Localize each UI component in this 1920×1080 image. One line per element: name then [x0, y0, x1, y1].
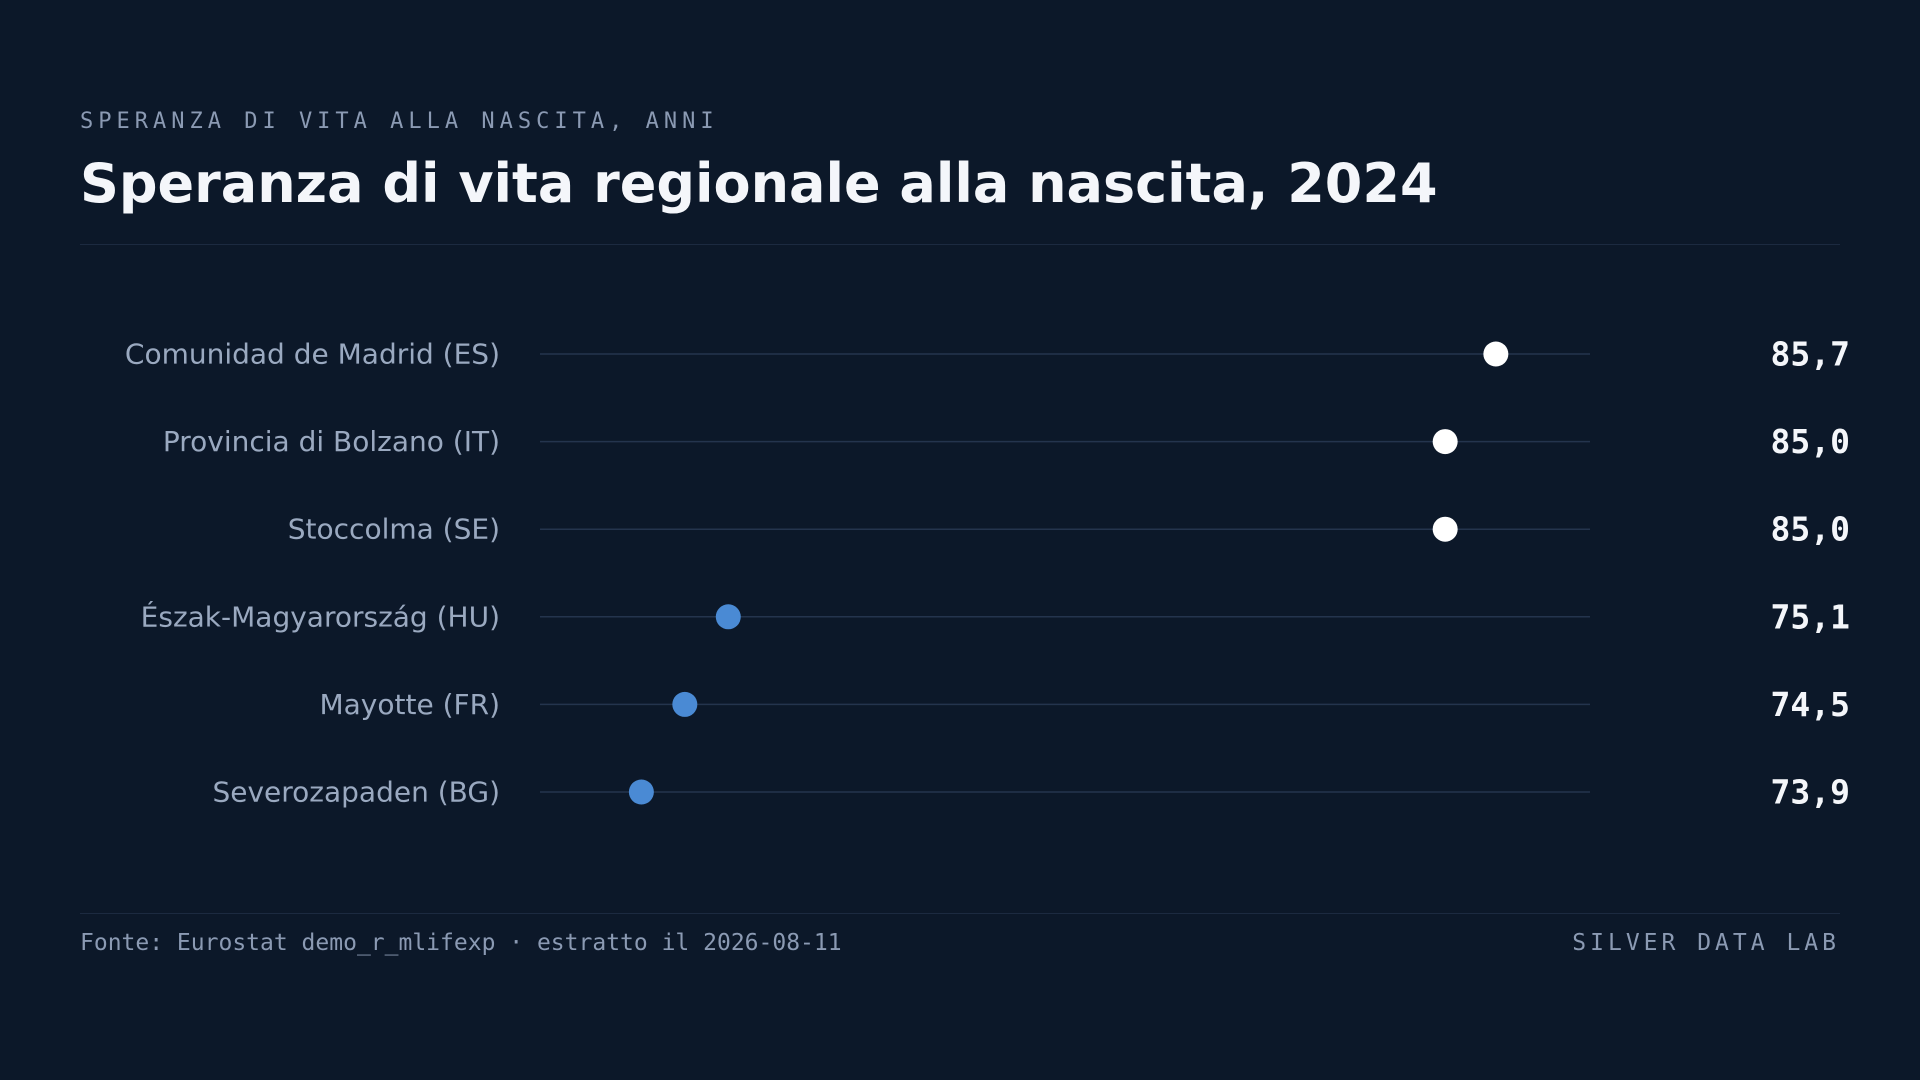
data-point	[1432, 516, 1458, 542]
footer-source: Fonte: Eurostat demo_r_mlifexp · estratt…	[80, 930, 842, 956]
footer-brand: SILVER DATA LAB	[1572, 930, 1840, 956]
value-label: 75,1	[1771, 597, 1850, 636]
value-label: 85,0	[1771, 510, 1850, 549]
value-label: 74,5	[1771, 685, 1850, 724]
category-label: Mayotte (FR)	[319, 688, 500, 721]
data-point	[672, 691, 698, 717]
category-label: Stoccolma (SE)	[288, 513, 500, 546]
category-label: Severozapaden (BG)	[212, 776, 500, 809]
value-label: 85,0	[1771, 422, 1850, 461]
data-point	[715, 604, 741, 630]
category-label: Comunidad de Madrid (ES)	[125, 338, 500, 371]
data-point	[1483, 341, 1509, 367]
value-label: 73,9	[1771, 773, 1850, 812]
chart-eyebrow: SPERANZA DI VITA ALLA NASCITA, ANNI	[80, 109, 719, 134]
category-label: Észak-Magyarország (HU)	[141, 599, 500, 633]
data-point	[1432, 429, 1458, 455]
header-divider	[80, 244, 1840, 245]
footer-divider	[80, 913, 1840, 914]
data-point	[628, 779, 654, 805]
category-label: Provincia di Bolzano (IT)	[163, 425, 500, 458]
value-label: 85,7	[1771, 335, 1850, 374]
chart-title: Speranza di vita regionale alla nascita,…	[80, 152, 1438, 215]
